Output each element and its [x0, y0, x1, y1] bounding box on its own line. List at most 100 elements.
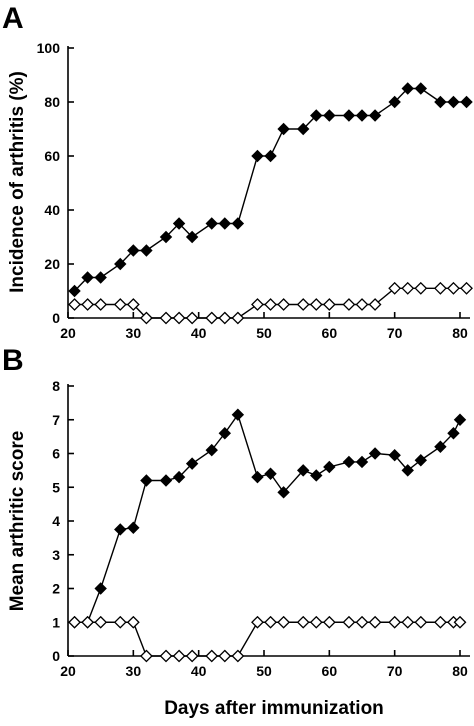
chart0-series-0-point — [323, 109, 336, 122]
chart0-series-1-point — [231, 311, 245, 325]
chart1-series-1-point — [139, 649, 153, 663]
chart0-series-0-point — [447, 95, 460, 109]
chart1-y-tick-label: 5 — [52, 479, 60, 495]
chart1-series-0-point — [434, 440, 447, 453]
chart1-series-0-point — [140, 474, 153, 487]
chart0-x-tick-label: 30 — [126, 325, 142, 341]
chart1-x-tick-label: 50 — [256, 663, 272, 679]
chart0-series-1-point — [172, 311, 186, 325]
panel-a-letter: A — [2, 2, 24, 35]
chart0-series-0-point — [460, 95, 473, 109]
chart0-y-tick-label: 60 — [44, 148, 60, 164]
chart0-series-0-point — [81, 271, 94, 284]
chart1-x-tick-label: 40 — [191, 663, 207, 679]
chart1-series-0-point — [388, 448, 401, 462]
chart1-y-tick-label: 2 — [52, 581, 60, 597]
chart0-series-0-point — [114, 257, 127, 271]
chart1-series-0-point — [218, 427, 232, 440]
chart1-series-0-point — [368, 447, 382, 460]
chart0-series-0-point — [277, 122, 290, 136]
chart0-series-1-point — [460, 281, 473, 295]
chart1-series-1-point — [453, 615, 467, 629]
chart0-series-1-point — [218, 311, 232, 325]
chart1-series-0-point — [159, 474, 173, 487]
chart0-series-0-point — [185, 230, 199, 244]
chart1-series-0-point — [296, 464, 310, 477]
chart1-y-tick-label: 3 — [52, 547, 60, 563]
chart0-x-tick-label: 70 — [387, 325, 403, 341]
panel-b-chart: 0 1 2 3 4 5 6 7 8 20 30 40 50 60 70 80 Mean arthritic sc… — [7, 378, 470, 719]
chart0-series-1-point — [401, 281, 415, 295]
chart1-series-1-point — [218, 649, 232, 663]
chart0-x-tick-label: 60 — [322, 325, 338, 341]
chart1-series-0-line — [74, 413, 461, 623]
chart1-series-1-point — [368, 615, 382, 629]
chart0-series-0-point — [218, 217, 232, 230]
chart0-series-1-point — [355, 298, 369, 311]
chart0-x-tick-label: 40 — [191, 325, 207, 341]
chart0-series-1-point — [368, 298, 382, 311]
chart1-series-0-point — [264, 467, 277, 480]
chart0-series-0-line — [74, 87, 467, 292]
chart1-series-1-point — [159, 649, 173, 663]
chart1-x-tick-label: 30 — [126, 663, 142, 679]
chart0-y-axis-label: Incidence of arthritis (%) — [7, 71, 28, 293]
chart0-x-tick-label: 20 — [60, 325, 76, 341]
chart0-series-0-point — [355, 109, 369, 122]
chart0-series-0-point — [388, 95, 401, 109]
chart0-y-tick-label: 40 — [44, 202, 60, 218]
chart1-x-tick-label: 80 — [452, 663, 468, 679]
panel-b-letter: B — [2, 344, 24, 377]
chart1-series-1-point — [251, 615, 264, 629]
chart1-series-1-point — [94, 615, 108, 629]
chart1-series-0-point — [185, 457, 199, 470]
chart1-series-1-point — [342, 615, 356, 629]
chart1-y-tick-label: 0 — [52, 648, 60, 664]
chart1-series-0-point — [172, 470, 186, 484]
chart1-series-0-point — [94, 582, 107, 595]
chart1-x-tick-label: 20 — [60, 663, 76, 679]
chart0-series-0-point — [342, 109, 356, 122]
chart1-series-0-point — [447, 427, 460, 440]
chart0-series-1-point — [94, 298, 108, 311]
chart1-y-tick-label: 1 — [52, 614, 60, 630]
chart0-series-1-point — [277, 298, 291, 311]
chart1-series-1-point — [231, 649, 245, 663]
chart1-series-0-point — [127, 521, 140, 534]
chart1-series-1-point — [172, 649, 186, 663]
chart1-series-1-point — [296, 615, 310, 629]
chart0-x-tick-label: 50 — [256, 325, 272, 341]
chart1-series-1-point — [401, 615, 415, 629]
chart0-series-1-point — [447, 281, 460, 295]
chart1-series-1-point — [264, 615, 277, 629]
chart1-series-0-point — [231, 408, 245, 421]
chart1-y-tick-label: 8 — [52, 378, 60, 394]
chart0-series-0-point — [401, 82, 414, 95]
chart1-series-1-point — [68, 615, 81, 629]
chart1-series-0-point — [355, 455, 369, 469]
chart0-series-1-point — [342, 298, 356, 311]
chart1-y-tick-label: 4 — [52, 513, 60, 529]
chart0-series-0-point — [434, 95, 447, 109]
chart1-y-tick-label: 6 — [52, 446, 60, 462]
chart0-series-1-point — [205, 311, 219, 325]
chart0-y-tick-label: 100 — [37, 40, 61, 56]
chart0-y-tick-label: 0 — [52, 310, 60, 326]
chart0-y-tick-label: 80 — [44, 94, 60, 110]
chart1-series-1-point — [322, 615, 336, 629]
chart0-series-0-point — [368, 109, 382, 122]
chart1-x-tick-label: 70 — [387, 663, 403, 679]
chart0-series-1-point — [126, 298, 140, 311]
chart1-series-1-point — [185, 649, 199, 663]
chart1-series-0-point — [414, 454, 428, 467]
chart1-series-1-point — [205, 649, 219, 663]
chart0-series-0-point — [140, 244, 153, 257]
chart0-series-0-point — [264, 149, 277, 163]
chart0-series-0-point — [159, 230, 173, 244]
chart0-series-1-point — [414, 281, 428, 295]
chart1-x-axis-label: Days after immunization — [164, 698, 384, 719]
chart0-series-0-point — [310, 109, 323, 122]
chart0-series-1-point — [296, 298, 310, 311]
chart0-series-1-point — [264, 298, 277, 311]
